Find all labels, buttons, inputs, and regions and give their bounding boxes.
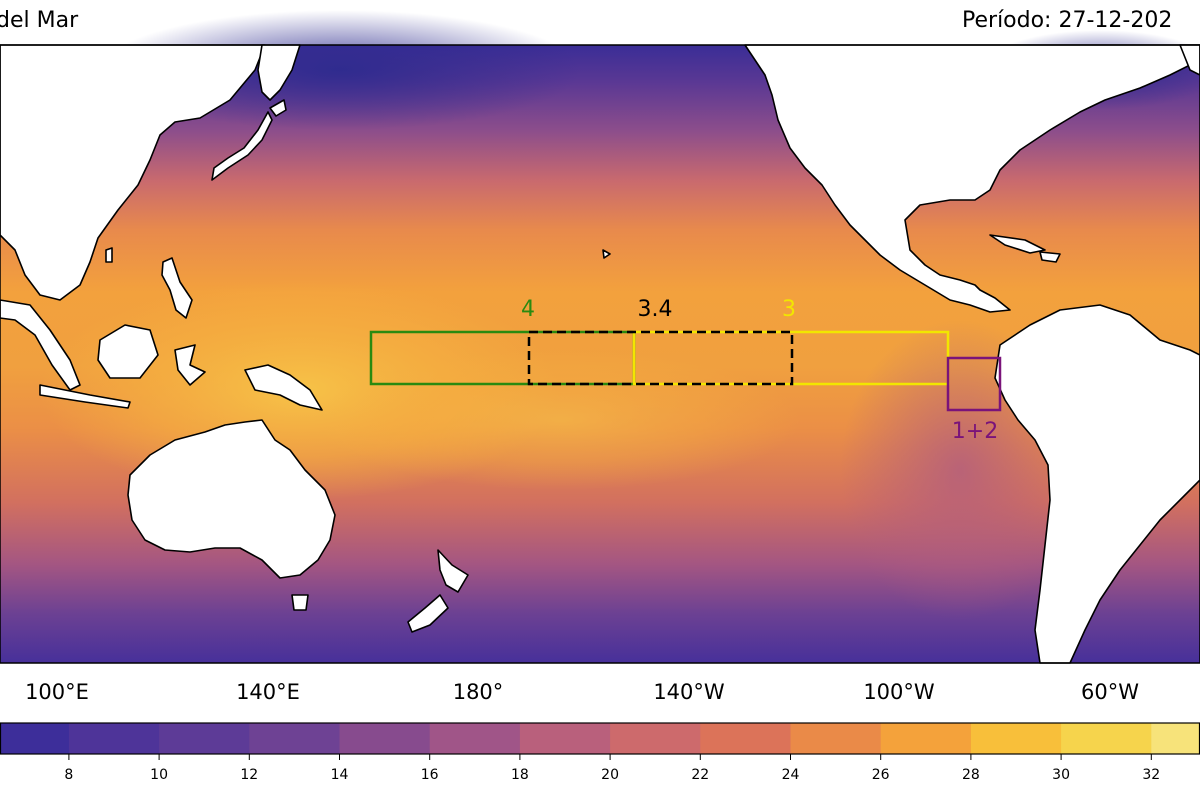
map-title: del Mar <box>0 8 79 33</box>
colorbar-tick-label: 28 <box>961 767 980 783</box>
colorbar-tick-label: 22 <box>691 767 710 783</box>
lon-label-140w: 140°W <box>653 680 725 704</box>
borneo <box>97 324 159 379</box>
region-label-1-2: 1+2 <box>952 419 998 444</box>
lon-label-180: 180° <box>452 680 504 704</box>
colorbar-cell <box>519 723 611 754</box>
malay-peninsula <box>0 299 81 391</box>
land <box>0 44 1200 664</box>
south-america <box>994 304 1200 664</box>
colorbar-cell <box>249 723 341 754</box>
hawaii <box>602 249 611 259</box>
colorbar-cell <box>970 723 1062 754</box>
colorbar-cell <box>159 723 250 754</box>
warm-pool-central <box>320 350 800 490</box>
java <box>39 384 131 409</box>
lon-label-60w: 60°W <box>1081 680 1139 704</box>
new-zealand-north <box>437 549 469 593</box>
region-box-3-4 <box>527 330 794 386</box>
map-frame <box>0 44 1200 664</box>
taiwan <box>105 247 113 263</box>
colorbar-tick-label: 32 <box>1142 767 1161 783</box>
hokkaido <box>269 99 287 117</box>
tasmania <box>291 594 309 611</box>
cuba <box>989 234 1046 254</box>
lon-label-140e: 140°E <box>236 680 300 704</box>
colorbar-tick-label: 18 <box>510 767 529 783</box>
nino-regions <box>369 330 1002 412</box>
colorbar-tick-label: 20 <box>601 767 620 783</box>
colorbar-tick-label: 26 <box>871 767 890 783</box>
sulawesi <box>174 344 206 386</box>
region-box-1-2 <box>946 356 1002 412</box>
colorbar-cell <box>0 723 70 754</box>
colorbar <box>0 722 1200 760</box>
colorbar-tick-label: 16 <box>420 767 439 783</box>
kamchatka <box>257 44 301 101</box>
philippines <box>161 257 193 319</box>
asia-landmass <box>0 44 266 301</box>
colorbar-cell <box>700 723 792 754</box>
region-label-4: 4 <box>521 297 535 322</box>
colorbar-cell <box>339 723 431 754</box>
colorbar-cell <box>880 723 972 754</box>
region-label-3-4: 3.4 <box>638 297 673 322</box>
japan <box>211 111 273 181</box>
lon-label-100e: 100°E <box>25 680 89 704</box>
colorbar-cell <box>1151 723 1200 754</box>
north-america <box>744 44 1200 313</box>
australia <box>127 419 336 579</box>
colorbar-cell <box>610 723 701 754</box>
new-guinea <box>244 364 323 411</box>
colorbar-cell <box>429 723 521 754</box>
colorbar-tick-label: 12 <box>240 767 259 783</box>
colorbar-tick-label: 10 <box>150 767 169 783</box>
colorbar-tick-label: 24 <box>781 767 800 783</box>
colorbar-tick-label: 14 <box>330 767 349 783</box>
hispaniola <box>1039 251 1061 263</box>
colorbar-cell <box>790 723 882 754</box>
colorbar-tick-label: 8 <box>64 767 74 783</box>
lon-label-100w: 100°W <box>863 680 935 704</box>
region-label-3: 3 <box>782 297 796 322</box>
colorbar-cell <box>68 723 160 754</box>
period-label: Período: 27-12-202 <box>962 8 1173 33</box>
colorbar-cell <box>1061 723 1152 754</box>
colorbar-tick-label: 30 <box>1052 767 1071 783</box>
new-zealand-south <box>407 594 449 633</box>
